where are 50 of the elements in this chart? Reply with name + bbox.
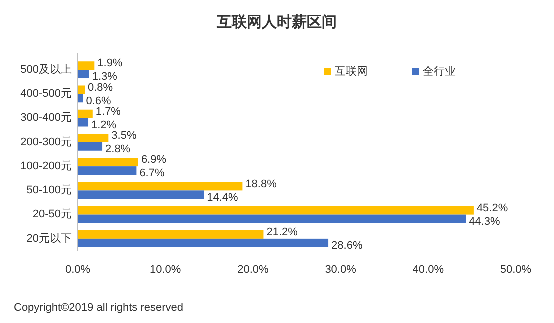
y-tick-label: 400-500元 bbox=[20, 88, 72, 100]
bar bbox=[78, 158, 138, 167]
data-label: 1.3% bbox=[92, 71, 118, 84]
data-label: 0.6% bbox=[86, 95, 112, 108]
y-tick-label: 500及以上 bbox=[20, 62, 72, 76]
bar bbox=[78, 166, 137, 176]
bar bbox=[78, 142, 103, 151]
data-label: 1.9% bbox=[98, 58, 123, 70]
data-label: 1.7% bbox=[96, 106, 122, 118]
bar bbox=[78, 118, 89, 127]
y-tick-label: 300-400元 bbox=[20, 112, 72, 124]
data-label: 6.9% bbox=[141, 154, 167, 166]
data-label: 3.5% bbox=[112, 130, 137, 142]
data-label: 45.2% bbox=[476, 202, 508, 214]
legend-label: 全行业 bbox=[423, 64, 456, 78]
x-tick-label: 0.0% bbox=[65, 264, 91, 276]
bar bbox=[78, 230, 264, 239]
legend-label: 互联网 bbox=[335, 66, 368, 78]
bar bbox=[78, 134, 109, 142]
data-label: 6.7% bbox=[140, 168, 165, 180]
data-label: 0.8% bbox=[88, 82, 114, 94]
data-label: 14.4% bbox=[207, 192, 239, 204]
bar bbox=[78, 62, 95, 70]
x-tick-label: 50.0% bbox=[500, 264, 532, 276]
bar bbox=[78, 86, 86, 94]
bar bbox=[78, 238, 329, 248]
x-tick-label: 30.0% bbox=[325, 264, 357, 276]
data-label: 21.2% bbox=[266, 226, 298, 239]
bar bbox=[78, 70, 90, 79]
bar bbox=[78, 182, 243, 191]
data-label: 1.2% bbox=[92, 119, 117, 132]
bar bbox=[78, 110, 93, 118]
bar bbox=[78, 94, 84, 103]
x-tick-label: 20.0% bbox=[238, 264, 270, 276]
data-label: 44.3% bbox=[469, 216, 500, 228]
bar bbox=[78, 190, 204, 200]
bar bbox=[78, 206, 474, 215]
text: Copyright©2019 all rights reserved bbox=[14, 302, 184, 314]
y-tick-label: 100-200元 bbox=[20, 160, 72, 172]
bar bbox=[78, 214, 466, 224]
x-tick-label: 40.0% bbox=[412, 264, 444, 276]
chart-title: 互联网人时薪区间 bbox=[216, 14, 337, 31]
x-tick-label: 10.0% bbox=[150, 264, 182, 276]
y-tick-label: 200-300元 bbox=[20, 136, 72, 148]
y-tick-label: 20元以下 bbox=[26, 232, 72, 245]
data-label: 18.8% bbox=[246, 178, 278, 190]
y-tick-label: 50-100元 bbox=[26, 184, 72, 197]
data-label: 28.6% bbox=[332, 240, 363, 252]
y-tick-label: 20-50元 bbox=[32, 208, 72, 221]
data-label: 2.8% bbox=[106, 144, 131, 156]
